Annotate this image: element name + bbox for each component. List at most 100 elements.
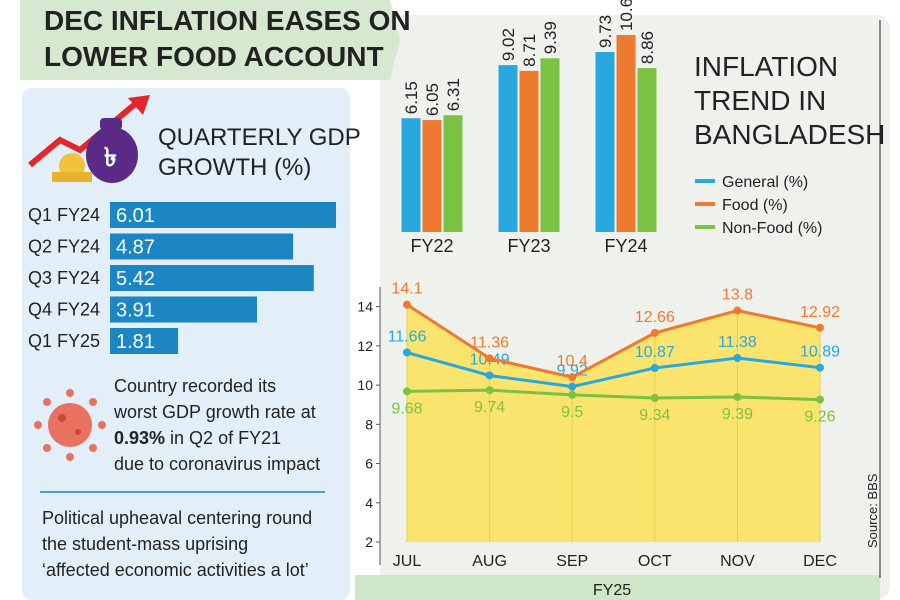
chart-title: GROWTH (%) [158,154,311,181]
bar [616,34,636,232]
quote-line: Political upheaval centering round [42,508,312,528]
value-label: 6.31 [444,78,463,111]
category-label: Q3 FY24 [28,268,100,288]
x-tick-label: OCT [638,553,672,570]
value-label: 8.71 [520,34,539,67]
y-tick-label: 4 [365,495,373,511]
bar [498,65,518,232]
category-label: Q2 FY24 [28,237,100,257]
chart-title: TREND IN [694,85,826,116]
point [816,395,824,404]
line [406,303,821,379]
value-label: 10.65 [617,0,636,31]
value-label: 6.15 [402,81,421,114]
value-label: 9.68 [391,400,422,417]
value-label: 1.81 [116,331,155,353]
y-tick-label: 8 [365,416,373,432]
legend-label: Food (%) [722,197,788,214]
legend-label: General (%) [722,174,808,191]
bar [519,70,539,233]
bar [110,202,336,228]
title-line: LOWER FOOD ACCOUNT [44,41,384,72]
value-label: 8.86 [638,31,657,64]
point [485,371,494,380]
point [650,364,659,373]
legend-label: Non-Food (%) [722,220,822,237]
value-label: 9.73 [596,15,615,48]
category-label: Q1 FY25 [28,331,100,351]
bar [110,328,179,354]
x-label-band [355,575,880,600]
value-label: 10.4 [557,353,588,370]
point [733,354,742,363]
title-line: DEC INFLATION EASES ON [44,5,411,36]
chart-title: INFLATION [694,51,838,82]
bar [637,68,657,232]
note-line: Country recorded its [114,376,276,396]
value-label: 13.8 [722,287,753,304]
point [403,387,411,396]
point [403,348,411,357]
note-line: 0.93% in Q2 of FY21 [114,428,281,448]
bar [540,58,560,232]
bar [110,265,314,291]
bar [443,115,463,232]
svg-text:৳: ৳ [104,142,117,172]
x-tick-label: NOV [720,553,755,570]
point [733,306,742,315]
category-label: FY23 [507,236,550,256]
category-label: FY22 [410,236,453,256]
y-tick-label: 10 [357,377,373,393]
x-axis-label: FY25 [593,582,631,599]
title-band [20,0,400,80]
point [485,354,494,363]
value-label: 11.38 [718,334,757,351]
value-label: 9.39 [541,21,560,54]
note-line: worst GDP growth rate at [113,402,316,422]
point [568,373,577,382]
value-label: 11.66 [388,329,427,346]
value-label: 9.39 [722,406,753,423]
bar [422,120,442,232]
chart-title: BANGLADESH [694,119,885,150]
value-label: 4.87 [116,237,155,259]
value-label: 10.87 [635,344,675,361]
x-tick-label: JUL [393,553,422,570]
value-label: 6.01 [116,205,155,227]
line [406,351,821,389]
point [403,300,411,309]
value-label: 9.5 [561,404,583,421]
point [568,390,577,399]
note-text: in Q2 of FY21 [170,428,281,448]
bar [110,296,258,323]
x-tick-label: AUG [472,553,507,570]
value-label: 5.42 [116,268,155,290]
point [650,394,659,403]
quote-line: ‘affected economic activities a lot’ [42,560,309,580]
bar [401,118,421,232]
y-tick-label: 12 [357,338,373,354]
value-label: 9.34 [639,407,670,424]
chart-title: QUARTERLY GDP [158,124,361,151]
growth-icon: ৳ [28,95,150,183]
value-label: 12.66 [635,309,675,326]
value-label: 9.02 [499,28,518,61]
point [733,393,742,402]
x-tick-label: DEC [803,553,837,570]
value-label: 11.36 [470,334,509,351]
category-label: Q1 FY24 [28,205,100,225]
point [568,382,577,391]
line [406,388,821,402]
value-label: 9.26 [804,409,835,426]
value-label: 9.74 [474,399,505,416]
virus-icon [34,389,106,461]
bar [110,233,294,260]
note-bold: 0.93% [114,428,165,448]
value-label: 3.91 [116,300,155,322]
y-tick-label: 6 [365,456,373,472]
category-label: Q4 FY24 [28,300,100,320]
value-label: 6.05 [423,83,442,116]
y-tick-label: 2 [365,534,373,550]
quote-line: the student-mass uprising [42,534,248,554]
